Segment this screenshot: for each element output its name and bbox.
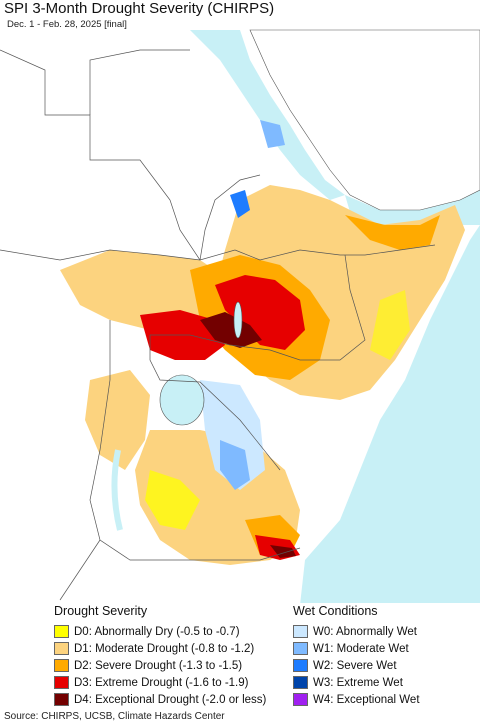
legend-item-w0: W0: Abnormally Wet — [293, 623, 473, 640]
legend-swatch-w4 — [293, 693, 308, 706]
drought-legend: Drought Severity D0: Abnormally Dry (-0.… — [54, 603, 284, 708]
legend-label-w2: W2: Severe Wet — [313, 659, 397, 672]
drought-d0-somalia-coast — [370, 290, 410, 360]
legend-item-d1: D1: Moderate Drought (-0.8 to -1.2) — [54, 640, 284, 657]
wet-w0-kenya-tanzania — [200, 380, 265, 490]
legend-swatch-w2 — [293, 659, 308, 672]
legend-swatch-d2 — [54, 659, 69, 672]
legend-swatch-w0 — [293, 625, 308, 638]
legend-item-d4: D4: Exceptional Drought (-2.0 or less) — [54, 691, 284, 708]
drought-d2-somalia-north — [345, 215, 440, 250]
drought-d1-drc-east — [85, 370, 150, 470]
legend-label-w3: W3: Extreme Wet — [313, 676, 403, 689]
legend-label-w4: W4: Exceptional Wet — [313, 693, 420, 706]
arabian-peninsula — [249, 29, 480, 211]
legend-swatch-d1 — [54, 642, 69, 655]
wet-w2-ethiopia-north — [230, 190, 250, 218]
wet-legend-heading: Wet Conditions — [293, 604, 378, 618]
lake-tanganyika — [111, 449, 123, 531]
source-credit: Source: CHIRPS, UCSB, Climate Hazards Ce… — [4, 711, 225, 722]
legend-swatch-d4 — [54, 693, 69, 706]
wet-w1-tanzania — [220, 440, 250, 490]
drought-d0-tanzania-south — [145, 470, 200, 530]
legend-label-w0: W0: Abnormally Wet — [313, 625, 417, 638]
legend-item-w2: W2: Severe Wet — [293, 657, 473, 674]
wet-w1-eritrea — [260, 120, 285, 148]
legend-label-d4: D4: Exceptional Drought (-2.0 or less) — [74, 693, 267, 706]
legend-item-d0: D0: Abnormally Dry (-0.5 to -0.7) — [54, 623, 284, 640]
map-title: SPI 3-Month Drought Severity (CHIRPS) — [4, 0, 275, 17]
legend-label-d1: D1: Moderate Drought (-0.8 to -1.2) — [74, 642, 255, 655]
indian-ocean — [300, 225, 480, 605]
drought-map — [0, 29, 480, 605]
drought-legend-heading: Drought Severity — [54, 604, 148, 618]
legend-label-w1: W1: Moderate Wet — [313, 642, 409, 655]
drought-d4-tanzania-tip — [270, 545, 296, 558]
drought-d4-south-sudan — [200, 312, 262, 348]
legend-item-w3: W3: Extreme Wet — [293, 674, 473, 691]
legend-item-d2: D2: Severe Drought (-1.3 to -1.5) — [54, 657, 284, 674]
legend: Drought Severity D0: Abnormally Dry (-0.… — [0, 603, 480, 709]
legend-label-d3: D3: Extreme Drought (-1.6 to -1.9) — [74, 676, 249, 689]
legend-swatch-w3 — [293, 676, 308, 689]
legend-swatch-d0 — [54, 625, 69, 638]
lake-victoria — [159, 374, 205, 426]
wet-legend: Wet Conditions W0: Abnormally Wet W1: Mo… — [293, 603, 473, 708]
country-borders — [0, 49, 436, 601]
legend-label-d2: D2: Severe Drought (-1.3 to -1.5) — [74, 659, 243, 672]
red-sea — [190, 30, 345, 200]
legend-label-d0: D0: Abnormally Dry (-0.5 to -0.7) — [74, 625, 240, 638]
legend-item-d3: D3: Extreme Drought (-1.6 to -1.9) — [54, 674, 284, 691]
legend-item-w4: W4: Exceptional Wet — [293, 691, 473, 708]
drought-d3-ethiopia-sudan — [215, 275, 305, 350]
legend-swatch-w1 — [293, 642, 308, 655]
legend-item-w1: W1: Moderate Wet — [293, 640, 473, 657]
lake-turkana — [233, 301, 243, 339]
map-subtitle: Dec. 1 - Feb. 28, 2025 [final] — [7, 19, 127, 30]
legend-swatch-d3 — [54, 676, 69, 689]
